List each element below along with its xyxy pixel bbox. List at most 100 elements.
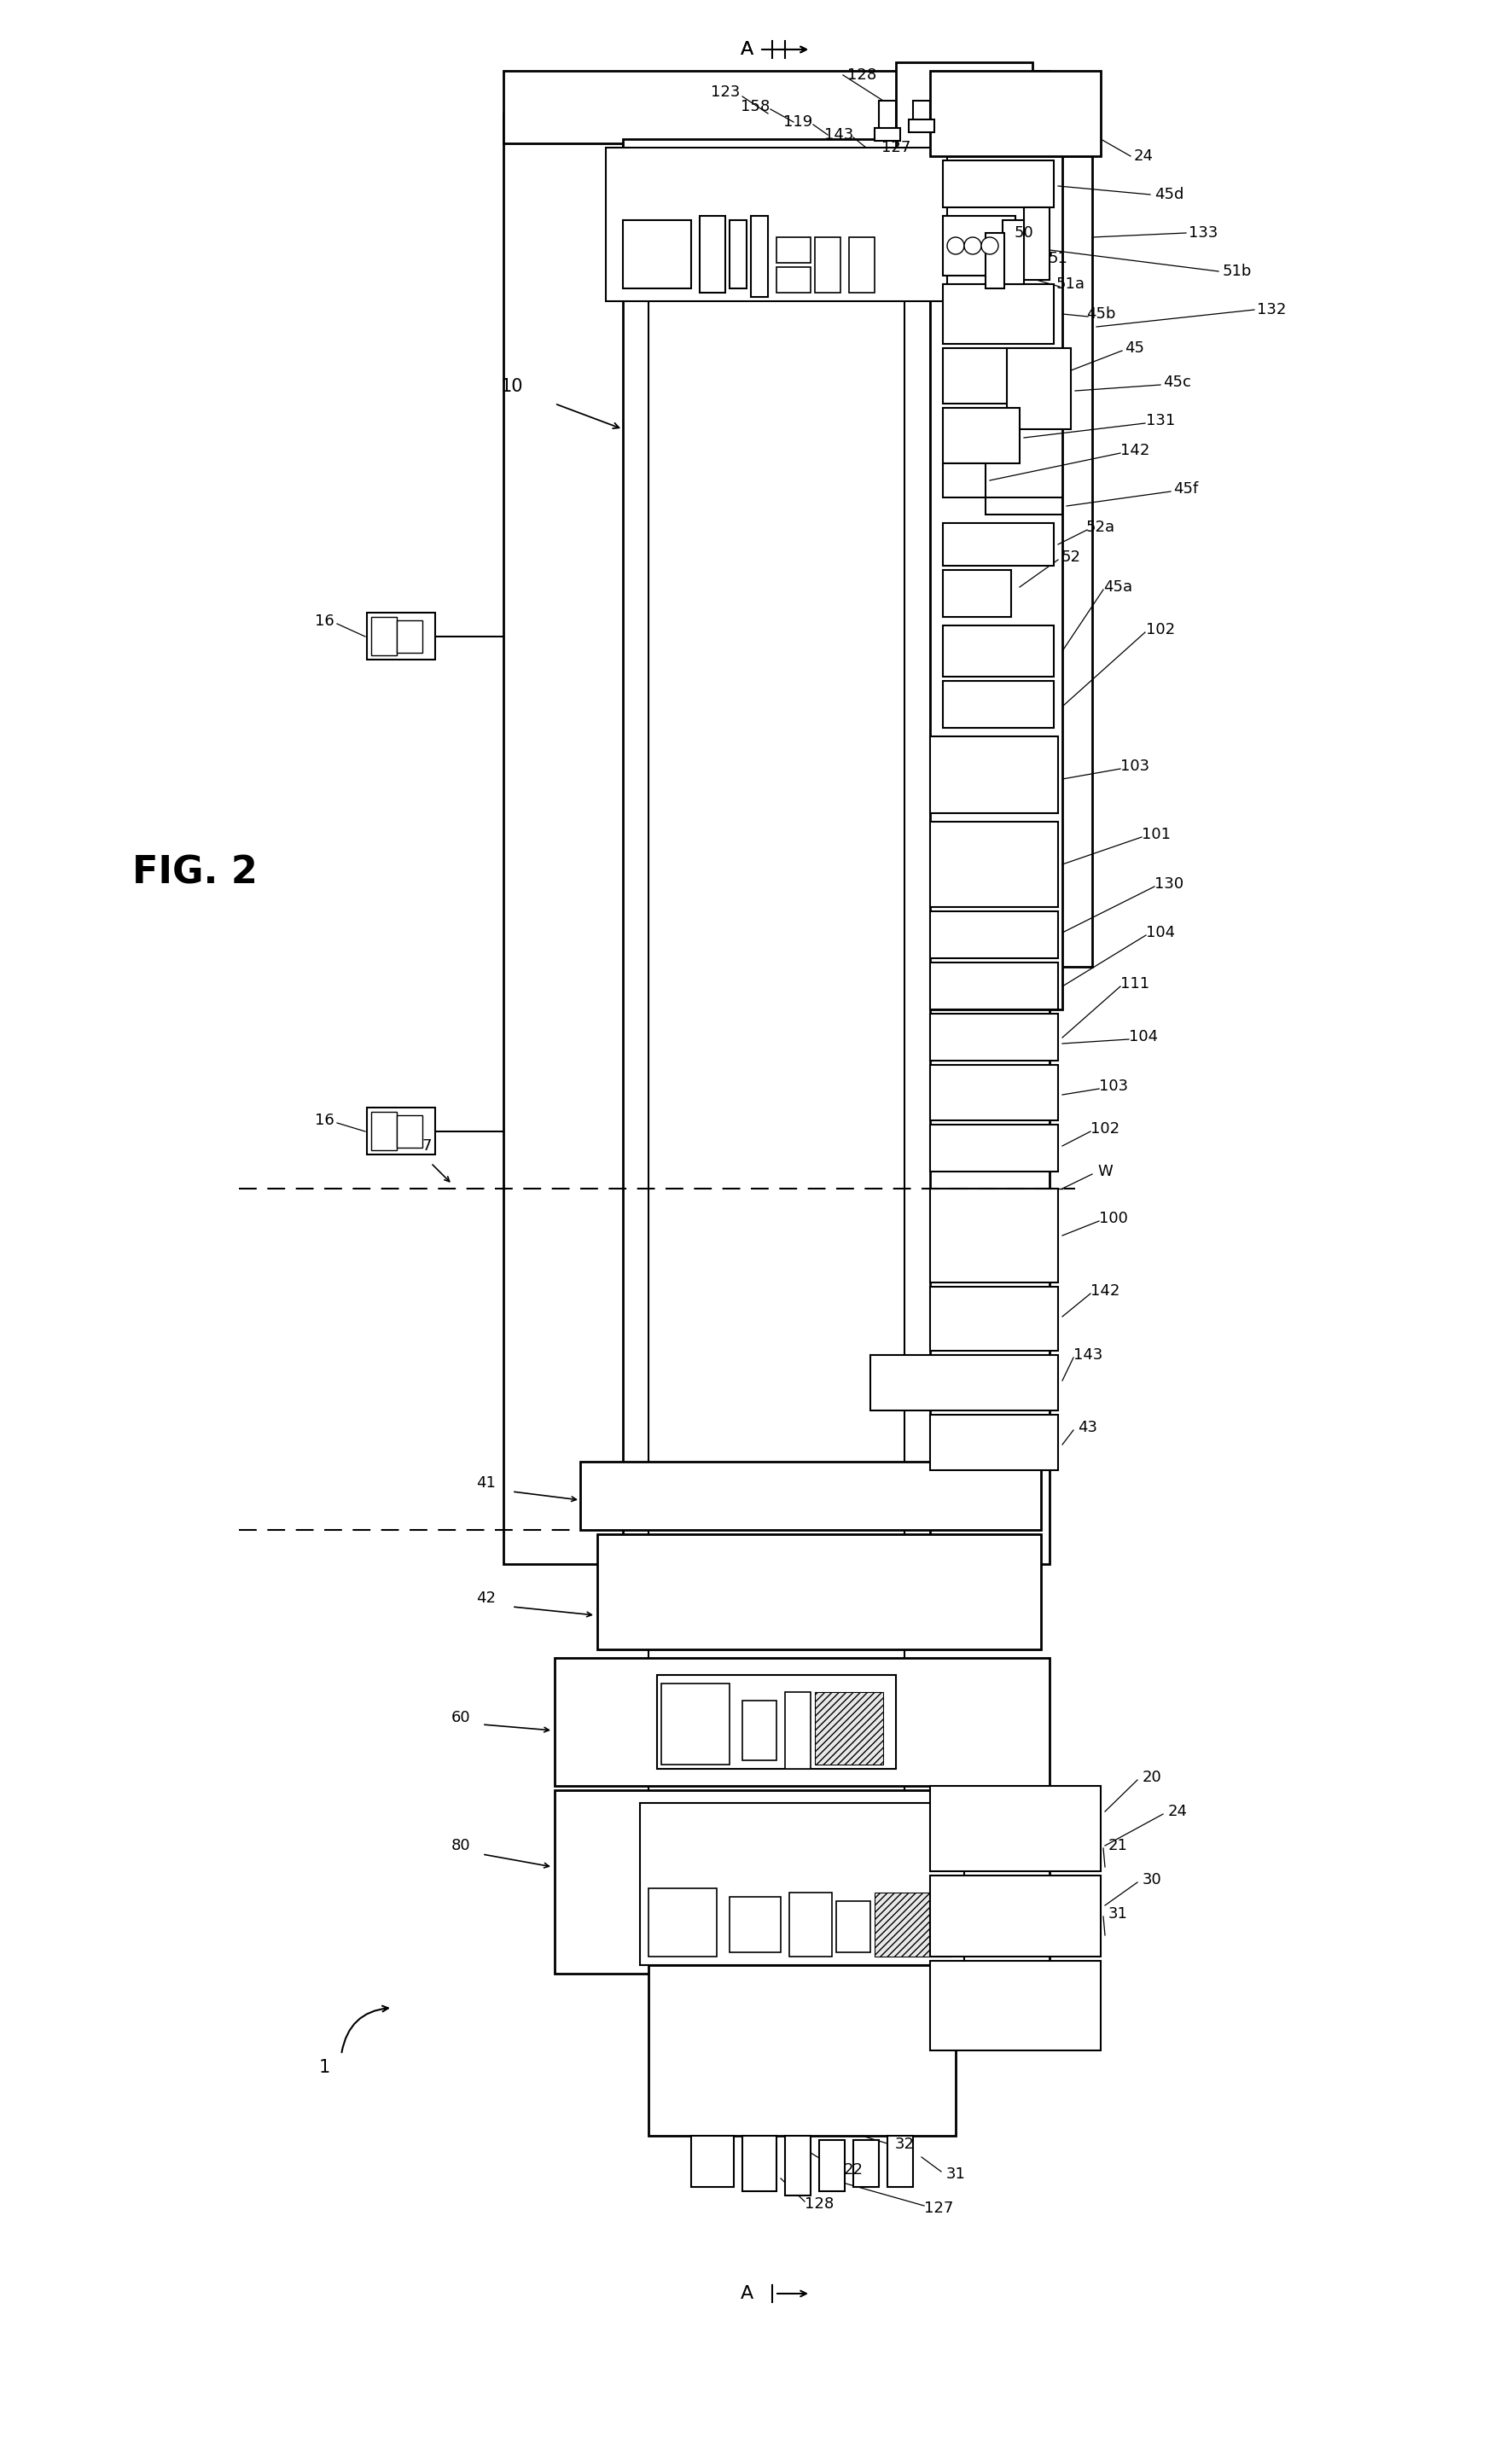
Text: 102: 102: [1146, 622, 1175, 637]
Bar: [1049, 155, 1092, 967]
Bar: [815, 1692, 883, 1764]
Bar: [913, 101, 930, 123]
Bar: [904, 71, 1024, 148]
Bar: [933, 1877, 1098, 1953]
Bar: [559, 1793, 1045, 1970]
Text: 1: 1: [319, 2059, 330, 2076]
Bar: [930, 1188, 1058, 1282]
Bar: [945, 288, 1051, 342]
Bar: [661, 1683, 730, 1764]
Bar: [945, 411, 1018, 460]
Bar: [730, 1897, 780, 1953]
Bar: [367, 613, 435, 659]
Text: 143: 143: [824, 128, 853, 143]
Text: 119: 119: [783, 113, 812, 130]
Bar: [1054, 160, 1089, 962]
Text: 60: 60: [451, 1710, 470, 1724]
Bar: [597, 1535, 1040, 1648]
Text: 24: 24: [1134, 148, 1154, 165]
Text: 20: 20: [1142, 1769, 1161, 1786]
Text: 142: 142: [1120, 443, 1149, 458]
Bar: [930, 910, 1058, 959]
Text: 41: 41: [476, 1476, 496, 1491]
Text: 52: 52: [1061, 549, 1081, 566]
Bar: [930, 1124, 1058, 1171]
Bar: [653, 160, 900, 1943]
Bar: [555, 1658, 1049, 1786]
Bar: [934, 1193, 1054, 1279]
Bar: [649, 1966, 956, 2135]
Bar: [945, 526, 1051, 563]
Text: 30: 30: [1142, 1872, 1161, 1887]
Bar: [652, 1892, 714, 1953]
Bar: [933, 1788, 1098, 1870]
Bar: [585, 1466, 1037, 1528]
Bar: [1027, 209, 1046, 278]
Bar: [934, 1016, 1054, 1058]
Bar: [1002, 219, 1024, 285]
Bar: [943, 160, 1054, 207]
Bar: [947, 165, 1049, 204]
Text: 45f: 45f: [1173, 482, 1199, 497]
Bar: [930, 1875, 1101, 1956]
Bar: [943, 349, 1054, 403]
Text: 45: 45: [1125, 339, 1145, 357]
Bar: [742, 1700, 777, 1761]
Bar: [1007, 349, 1070, 428]
Text: 130: 130: [1155, 876, 1184, 891]
Text: 51a: 51a: [1057, 276, 1086, 293]
Bar: [930, 736, 1058, 814]
Bar: [930, 155, 1063, 1009]
Text: 142: 142: [1090, 1284, 1120, 1299]
Text: 22: 22: [844, 2162, 863, 2177]
Bar: [934, 1417, 1054, 1469]
Bar: [930, 71, 1101, 155]
Bar: [934, 913, 1054, 954]
Circle shape: [981, 236, 998, 253]
Bar: [878, 101, 897, 130]
Bar: [853, 2140, 878, 2187]
Bar: [909, 121, 934, 133]
Bar: [581, 1461, 1040, 1530]
Text: 45b: 45b: [1086, 308, 1116, 322]
Bar: [986, 497, 1063, 514]
Bar: [508, 118, 618, 1560]
Bar: [874, 1358, 1054, 1407]
Bar: [874, 1892, 951, 1956]
Text: 80: 80: [451, 1838, 470, 1852]
Text: 127: 127: [924, 2202, 953, 2216]
Bar: [742, 2135, 777, 2192]
Bar: [897, 62, 1033, 155]
Text: 131: 131: [1146, 413, 1175, 428]
Bar: [503, 71, 1049, 143]
Text: A: A: [739, 2285, 753, 2303]
Text: 128: 128: [847, 66, 877, 84]
Bar: [555, 1791, 1049, 1973]
Text: 133: 133: [1188, 226, 1217, 241]
Bar: [1010, 352, 1069, 426]
Bar: [649, 155, 904, 1948]
Text: 128: 128: [804, 2197, 833, 2212]
Bar: [396, 620, 422, 652]
Bar: [987, 499, 1060, 512]
Text: A: A: [739, 42, 753, 59]
Bar: [943, 571, 1012, 617]
Bar: [930, 962, 1058, 1009]
Text: 111: 111: [1120, 977, 1149, 991]
Bar: [396, 1114, 422, 1149]
Text: 132: 132: [1256, 303, 1287, 317]
Text: W: W: [1098, 1164, 1113, 1178]
Bar: [943, 462, 986, 497]
Text: 31: 31: [1108, 1907, 1128, 1921]
Bar: [653, 1970, 951, 2130]
Bar: [934, 964, 1054, 1006]
Bar: [665, 1692, 726, 1761]
Bar: [606, 148, 947, 300]
Bar: [777, 236, 810, 263]
Bar: [930, 113, 1049, 1565]
Bar: [943, 216, 1016, 276]
Bar: [627, 224, 686, 285]
Text: 45c: 45c: [1164, 374, 1191, 391]
Text: 7: 7: [422, 1139, 431, 1154]
Bar: [943, 285, 1054, 344]
